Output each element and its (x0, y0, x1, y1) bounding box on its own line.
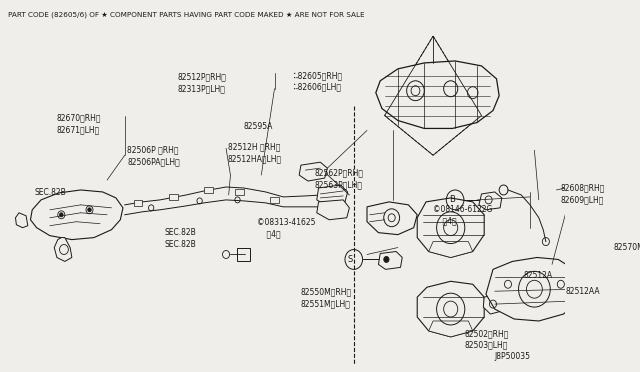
Circle shape (60, 213, 63, 217)
Polygon shape (270, 197, 279, 203)
Text: S: S (348, 255, 353, 264)
Text: 82502（RH）: 82502（RH） (465, 329, 509, 338)
Text: SEC.82B: SEC.82B (164, 240, 196, 248)
Polygon shape (134, 200, 142, 206)
Polygon shape (317, 200, 349, 220)
Polygon shape (54, 238, 72, 262)
Text: B: B (449, 195, 454, 204)
Polygon shape (317, 185, 348, 206)
Polygon shape (15, 213, 28, 228)
Polygon shape (483, 294, 504, 314)
Polygon shape (169, 194, 177, 200)
Text: 82512A: 82512A (524, 271, 553, 280)
Text: SEC.82B: SEC.82B (164, 228, 196, 237)
Text: 82562P（RH）: 82562P（RH） (314, 168, 363, 177)
Text: ⠥82606（LH）: ⠥82606（LH） (293, 83, 342, 92)
Polygon shape (31, 190, 123, 240)
Polygon shape (479, 192, 502, 210)
Text: （4）: （4） (257, 230, 280, 239)
Polygon shape (597, 267, 618, 284)
Text: 82551M（LH）: 82551M（LH） (301, 299, 351, 308)
Circle shape (384, 256, 389, 262)
Polygon shape (417, 281, 484, 337)
Text: 82608（RH）: 82608（RH） (561, 183, 605, 192)
Circle shape (88, 208, 92, 212)
Polygon shape (429, 241, 473, 257)
Text: 82563P（LH）: 82563P（LH） (314, 180, 362, 189)
Text: ©08313-41625: ©08313-41625 (257, 218, 316, 227)
Text: 82609（LH）: 82609（LH） (561, 195, 604, 204)
Polygon shape (486, 257, 581, 321)
Polygon shape (376, 61, 499, 128)
Polygon shape (237, 247, 250, 262)
Text: 82506P （RH）: 82506P （RH） (127, 145, 179, 154)
Text: 82512HA（LH）: 82512HA（LH） (228, 154, 282, 163)
Text: 82671（LH）: 82671（LH） (57, 125, 100, 134)
Text: 82506PA（LH）: 82506PA（LH） (127, 157, 180, 166)
Text: 82512P（RH）: 82512P（RH） (177, 73, 227, 82)
Text: 82595A: 82595A (244, 122, 273, 131)
Text: 82503（LH）: 82503（LH） (465, 341, 508, 350)
Polygon shape (378, 251, 403, 269)
Polygon shape (235, 189, 244, 195)
Text: ⠥82605（RH）: ⠥82605（RH） (293, 71, 343, 80)
Polygon shape (417, 198, 484, 257)
Text: 82670（RH）: 82670（RH） (57, 113, 101, 122)
Text: 82570M: 82570M (614, 243, 640, 251)
Text: PART CODE (82605/6) OF ★ COMPONENT PARTS HAVING PART CODE MAKED ★ ARE NOT FOR SA: PART CODE (82605/6) OF ★ COMPONENT PARTS… (8, 11, 365, 18)
Text: SEC.82B: SEC.82B (35, 188, 67, 197)
Text: 82512H （RH）: 82512H （RH） (228, 142, 280, 151)
Polygon shape (299, 162, 328, 181)
Polygon shape (204, 187, 213, 193)
Text: 82550M（RH）: 82550M（RH） (301, 287, 352, 296)
Polygon shape (607, 277, 634, 296)
Text: ©08146-6122G: ©08146-6122G (433, 205, 492, 214)
Text: 82512AA: 82512AA (565, 287, 600, 296)
Polygon shape (429, 321, 473, 337)
Text: J8P50035: J8P50035 (494, 352, 530, 361)
Polygon shape (367, 202, 417, 235)
Text: （4）: （4） (433, 217, 457, 226)
Text: 82313P（LH）: 82313P（LH） (177, 85, 225, 94)
